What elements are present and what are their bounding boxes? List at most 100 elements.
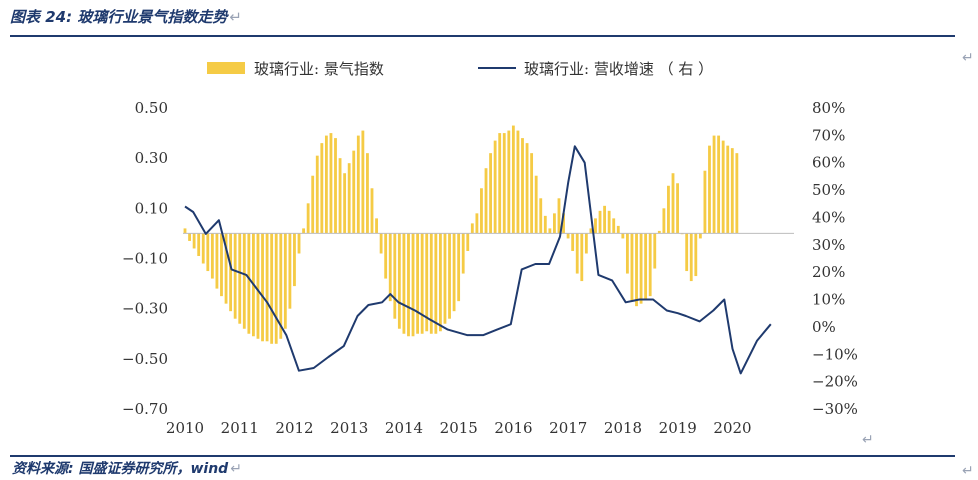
bar [625,233,629,274]
bar [689,233,693,282]
bar [712,135,716,234]
bar [334,138,337,234]
bar [201,233,205,264]
bar [521,138,524,234]
bar [516,130,520,234]
left-tick-label: 0.50 [135,99,168,117]
bar [206,233,210,272]
left-tick-label: −0.10 [122,250,168,268]
bar [265,233,269,342]
bar [589,228,593,234]
right-tick-label: 40% [812,208,845,226]
bar [302,228,305,234]
bar [671,173,675,234]
bar [694,233,698,277]
bar [511,125,515,234]
bar [698,233,702,239]
x-tick-label: 2020 [713,419,751,437]
bar [612,218,616,234]
right-tick-label: −10% [812,345,858,363]
bottom-rule [10,455,955,457]
bar [356,135,360,234]
bar [397,233,401,329]
bar [721,140,725,234]
bar [571,233,575,251]
bar [407,233,410,337]
bar [416,233,420,334]
bar [607,210,611,234]
bar [324,135,328,234]
bar [598,210,602,234]
bar [543,215,547,234]
bar [384,233,388,279]
return-mark: ↵ [962,463,974,479]
bar [525,143,529,234]
right-tick-label: 60% [812,154,845,172]
bar [229,233,233,312]
bar [461,233,465,274]
x-tick-label: 2014 [385,419,423,437]
right-axis-ticks: 80% 70% 60% 50% 40% 30% 20% 10% 0% −10% −20% −30% [812,99,858,418]
bar [575,233,579,274]
bar [270,233,274,344]
revenue-growth-line [184,145,772,375]
bar [557,198,561,234]
bar [233,233,237,319]
bar [438,233,442,332]
bar [306,203,310,234]
bar [411,233,415,337]
bar [580,233,584,282]
bar [493,140,497,234]
bar [434,233,438,334]
bar [215,233,219,289]
bar [480,188,483,234]
chart: 0.50 0.30 0.10 −0.10 −0.30 −0.50 −0.70 80% 70% 6… [122,60,858,437]
bar [553,213,556,234]
right-tick-label: −30% [812,400,858,418]
line-series [184,145,772,375]
right-tick-label: 50% [812,181,845,199]
bar [475,213,479,234]
bar [530,153,534,234]
bar [242,233,246,329]
figure-title: 图表 24: 玻璃行业景气指数走势 ↵ [10,8,242,26]
legend-line-label: 玻璃行业: 营收增速 （ 右 ） [524,60,713,78]
x-tick-label: 2016 [494,419,532,437]
bar [507,130,511,234]
bar [279,233,283,339]
bar [274,233,278,344]
bar [338,158,342,234]
bar [402,233,406,334]
left-tick-label: 0.30 [135,149,168,167]
bar [639,233,643,304]
bar [703,170,707,234]
bar [502,133,506,234]
right-tick-label: 20% [812,263,845,281]
return-mark: ↵ [862,432,874,448]
bar [708,145,711,234]
bar [730,148,734,234]
bar [297,233,301,254]
bar [534,175,538,234]
bar [329,133,333,234]
bar [616,225,620,234]
bar [539,198,543,234]
bar [635,233,638,307]
bar [584,233,588,254]
bar [562,213,565,234]
bar [210,233,214,279]
bar [735,153,739,234]
bar [220,233,223,297]
bar [393,233,397,319]
source-note: 资料来源: 国盛证券研究所，wind ↵ [12,461,242,477]
left-tick-label: −0.30 [122,300,168,318]
x-tick-label: 2011 [221,419,259,437]
bar [657,230,661,234]
bar [293,233,296,287]
bar [594,218,597,234]
right-tick-label: 30% [812,236,845,254]
top-rule [10,35,955,37]
bar [603,205,607,234]
legend-bar-label: 玻璃行业: 景气指数 [254,60,384,78]
bar [667,185,670,234]
